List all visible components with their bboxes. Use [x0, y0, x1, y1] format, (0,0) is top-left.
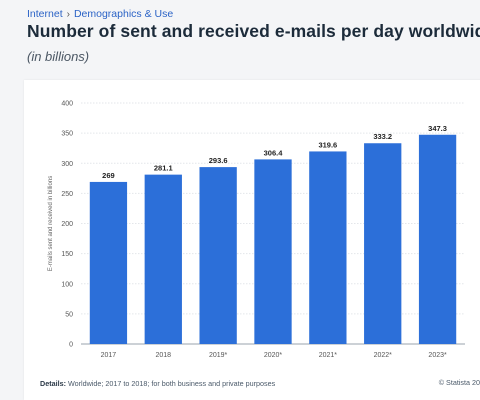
y-tick-label: 200: [61, 221, 73, 228]
breadcrumb-link-demographics[interactable]: Demographics & Use: [73, 8, 174, 20]
data-label: 269: [102, 171, 115, 180]
bar: [89, 181, 128, 344]
data-label: 293.6: [209, 156, 228, 165]
y-tick-label: 0: [69, 342, 73, 349]
y-tick-label: 100: [61, 281, 73, 288]
bar-chart: 0 50 100 150 200 250 300 350 400 E-mails sent and…: [48, 101, 465, 359]
x-tick-label: 2022*: [374, 352, 393, 359]
bar: [364, 143, 402, 344]
y-tick-label: 50: [65, 311, 73, 318]
x-tick-label: 2017: [101, 352, 117, 359]
bar: [418, 134, 457, 344]
chart-card: 0 50 100 150 200 250 300 350 400 E-mails sent and…: [24, 80, 480, 400]
bar: [144, 174, 182, 344]
y-tick-label: 300: [61, 161, 73, 168]
y-axis-title: E-mails sent and received in billions: [48, 176, 54, 271]
data-label: 281.1: [154, 164, 173, 173]
data-label: 306.4: [264, 148, 284, 157]
source-credit: © Statista 20: [438, 378, 480, 387]
bar: [309, 151, 347, 344]
breadcrumb: Internet › Demographics & Use: [27, 8, 173, 20]
chart-subtitle: (in billions): [27, 49, 90, 64]
data-label: 319.6: [318, 140, 337, 149]
y-tick-label: 250: [61, 191, 73, 198]
bar: [199, 167, 237, 344]
x-tick-label: 2020*: [264, 352, 283, 359]
details-text: Worldwide; 2017 to 2018; for both busine…: [67, 379, 276, 388]
y-tick-label: 350: [61, 131, 73, 138]
details-label: Details:: [40, 379, 66, 388]
data-label: 347.3: [428, 124, 447, 133]
chart-details: Details: Worldwide; 2017 to 2018; for bo…: [40, 379, 275, 388]
breadcrumb-separator: ›: [66, 8, 70, 20]
y-tick-label: 400: [61, 101, 73, 108]
x-tick-label: 2019*: [209, 352, 228, 359]
breadcrumb-link-internet[interactable]: Internet: [27, 8, 63, 20]
data-label: 333.2: [373, 132, 392, 141]
x-tick-label: 2018: [155, 352, 171, 359]
page-title: Number of sent and received e-mails per …: [27, 21, 480, 41]
x-tick-label: 2021*: [319, 352, 338, 359]
bar: [254, 159, 292, 344]
x-tick-label: 2023*: [428, 352, 447, 359]
y-tick-label: 150: [61, 251, 73, 258]
